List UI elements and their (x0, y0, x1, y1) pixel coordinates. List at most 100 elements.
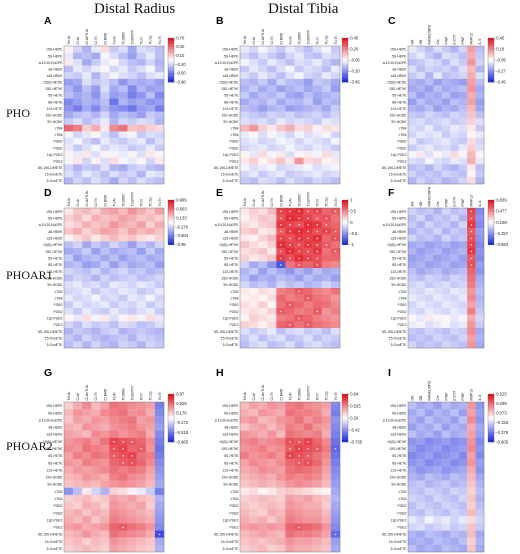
heatmap-cell (249, 177, 259, 185)
heatmap-cell (82, 480, 92, 488)
heatmap-cell (433, 328, 442, 335)
heatmap-cell (136, 228, 146, 235)
colorbar-segment (168, 65, 174, 68)
heatmap-cell (408, 85, 417, 93)
row-tick-label: PGB2 (53, 504, 62, 508)
heatmap-cell (267, 52, 277, 60)
heatmap-cell (258, 248, 268, 255)
column-tick-label: Tb.Sp (149, 197, 153, 206)
heatmap-cell (240, 52, 250, 60)
heatmap-cell (258, 72, 268, 80)
significance-star: * (113, 454, 115, 459)
heatmap-cell (276, 423, 286, 431)
heatmap-frame (239, 45, 341, 185)
heatmap-cell (100, 402, 110, 410)
heatmap-cell (145, 78, 156, 86)
heatmap-cell (441, 52, 451, 60)
heatmap-cell (136, 98, 146, 106)
heatmap-cell (82, 52, 92, 60)
colorbar-segment (342, 58, 348, 61)
heatmap-cell (91, 46, 101, 53)
heatmap-cell (303, 523, 313, 531)
heatmap-cell (154, 151, 165, 158)
heatmap-cell (424, 221, 434, 229)
heatmap-cell (467, 430, 476, 438)
significance-star: * (316, 310, 318, 315)
heatmap-cell (475, 530, 485, 538)
heatmap-cell (240, 516, 250, 524)
heatmap-cell (145, 321, 156, 329)
heatmap-cell (136, 131, 146, 139)
heatmap-cell (433, 294, 442, 302)
heatmap-cell (475, 430, 485, 438)
colorbar-segment (342, 80, 348, 83)
heatmap-cell (267, 416, 277, 424)
colorbar-segment (488, 406, 494, 409)
heatmap-cell (312, 321, 322, 329)
heatmap-cell (276, 544, 286, 553)
heatmap-cell (416, 487, 426, 495)
heatmap-cell (285, 480, 295, 488)
heatmap-cell (267, 46, 277, 53)
heatmap-cell (154, 234, 165, 242)
significance-star: * (289, 210, 291, 215)
heatmap-cell (294, 301, 304, 309)
heatmap-cell (408, 164, 417, 172)
heatmap-cell (145, 473, 156, 481)
heatmap-cell (240, 416, 250, 424)
row-tick-label: LTB4 (55, 296, 63, 300)
heatmap-frame (63, 401, 165, 553)
colorbar-segment (168, 47, 174, 50)
heatmap-cell (258, 308, 268, 315)
colorbar-segment (168, 72, 174, 75)
heatmap-cell (321, 85, 332, 93)
heatmap-cell (73, 111, 83, 119)
heatmap-cell (433, 157, 442, 165)
heatmap-cell (330, 452, 341, 460)
heatmap-cell (450, 98, 459, 106)
heatmap-cell (441, 65, 451, 73)
colorbar-segment (342, 211, 348, 214)
heatmap-cell (475, 281, 485, 289)
heatmap-cell (258, 444, 268, 453)
heatmap-cell (240, 402, 250, 410)
colorbar-segment (168, 74, 174, 77)
heatmap-cell (267, 430, 277, 438)
colorbar-segment (168, 205, 174, 208)
heatmap-cell (294, 105, 304, 112)
heatmap-cell (82, 523, 92, 531)
colorbar-segment (168, 408, 174, 411)
heatmap-cell (475, 294, 485, 302)
heatmap-cell (285, 294, 295, 302)
colorbar-tick-label: 0.87 (176, 391, 185, 396)
row-tick-label: 11S-HETE (47, 270, 64, 274)
significance-star: * (298, 216, 300, 221)
heatmap-cell (267, 294, 277, 302)
heatmap-cell (424, 138, 434, 145)
heatmap-cell (303, 423, 313, 431)
heatmap-cell (145, 402, 156, 410)
heatmap-cell (450, 261, 459, 269)
heatmap-cell (145, 98, 156, 106)
colorbar-segment (342, 39, 348, 42)
heatmap-cell (136, 59, 146, 66)
heatmap-cell (64, 444, 74, 453)
heatmap-cell (467, 85, 476, 93)
heatmap-cell (118, 274, 128, 282)
heatmap-cell (416, 208, 426, 215)
heatmap-cell (294, 221, 304, 229)
heatmap-cell (109, 341, 119, 349)
heatmap-cell (118, 144, 128, 152)
heatmap-cell (118, 466, 128, 474)
column-tick-label: Tb.Th (334, 198, 338, 207)
heatmap-cell (267, 409, 277, 417)
heatmap-cell (285, 437, 295, 445)
heatmap-cell (424, 423, 434, 431)
heatmap-cell (64, 334, 74, 342)
heatmap-cell (475, 502, 485, 510)
colorbar-segment (342, 398, 348, 401)
heatmap-cell (127, 334, 137, 342)
heatmap-cell (330, 52, 341, 60)
colorbar-segment (342, 428, 348, 431)
colorbar-segment (488, 418, 494, 421)
